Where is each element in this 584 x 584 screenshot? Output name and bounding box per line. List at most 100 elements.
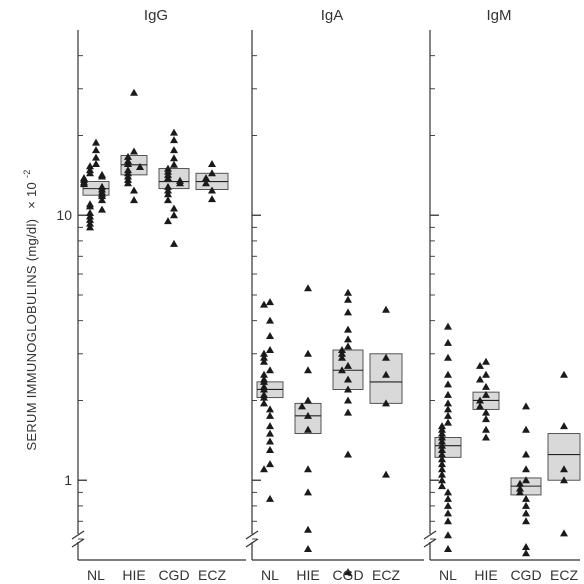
data-point	[438, 460, 446, 468]
data-point	[164, 190, 172, 198]
data-point	[266, 437, 274, 445]
data-point	[444, 517, 452, 525]
data-point	[170, 204, 178, 212]
panel-igm: IgM NL HIE CGD ECZ	[423, 7, 581, 583]
data-point	[560, 422, 568, 430]
data-point	[298, 402, 306, 410]
data-point	[382, 470, 390, 478]
data-point	[124, 160, 132, 168]
category-label: HIE	[122, 567, 145, 583]
data-point	[560, 529, 568, 537]
panel-iga: IgA NL HIE CGD ECZ	[245, 7, 424, 583]
data-point	[382, 370, 390, 378]
data-point	[344, 335, 352, 343]
data-point	[522, 465, 530, 473]
data-point	[86, 219, 94, 227]
data-point	[304, 366, 312, 374]
data-point	[86, 223, 94, 231]
data-point	[98, 192, 106, 200]
data-point	[304, 396, 312, 404]
iqr-box	[369, 353, 403, 404]
data-point	[482, 370, 490, 378]
data-point	[444, 531, 452, 539]
data-point	[516, 484, 524, 492]
data-point	[476, 375, 484, 383]
data-point	[522, 509, 530, 517]
panel-igg: 1 10 IgG NL HIE CGD ECZ	[56, 7, 246, 583]
data-point	[266, 460, 274, 468]
iqr-box	[158, 168, 190, 190]
data-point	[344, 295, 352, 303]
data-point	[344, 568, 352, 576]
data-point	[80, 180, 88, 188]
data-point	[438, 429, 446, 437]
data-point	[438, 476, 446, 484]
category-label: ECZ	[198, 567, 226, 583]
data-point	[266, 494, 274, 502]
data-point	[438, 441, 446, 449]
data-point	[92, 153, 100, 161]
y-axis-title: SERUM IMMUNOGLOBULINS (mg/dl) × 10 -2	[22, 169, 39, 450]
data-point	[444, 338, 452, 346]
category-label: CGD	[332, 567, 363, 583]
data-point	[444, 411, 452, 419]
data-point	[164, 174, 172, 182]
data-point	[438, 470, 446, 478]
data-point	[382, 399, 390, 407]
data-point	[304, 349, 312, 357]
data-point	[444, 353, 452, 361]
data-point	[522, 501, 530, 509]
data-point	[176, 179, 184, 187]
data-point	[344, 325, 352, 333]
data-point	[344, 308, 352, 316]
data-point	[260, 377, 268, 385]
group-cgd	[332, 288, 364, 576]
data-point	[208, 195, 216, 203]
data-point	[260, 300, 268, 308]
data-point	[344, 375, 352, 383]
data-point	[304, 425, 312, 433]
data-point	[86, 162, 94, 170]
category-label: HIE	[474, 567, 497, 583]
data-point	[438, 422, 446, 430]
category-label: CGD	[158, 567, 189, 583]
data-point	[482, 357, 490, 365]
data-point	[130, 196, 138, 204]
data-point	[560, 370, 568, 378]
data-point	[444, 380, 452, 388]
data-point	[482, 408, 490, 416]
data-point	[438, 437, 446, 445]
data-point	[438, 446, 446, 454]
data-point	[476, 396, 484, 404]
data-point	[344, 361, 352, 369]
data-point	[444, 405, 452, 413]
data-point	[260, 349, 268, 357]
data-point	[208, 160, 216, 168]
data-point	[444, 370, 452, 378]
axis-break-mark	[423, 530, 437, 540]
data-point	[482, 415, 490, 423]
y-tick-label: 10	[56, 207, 72, 223]
chart-panels: 1 10 IgG NL HIE CGD ECZ IgA NL HIE CGD ECZ IgM NL HIE C…	[56, 7, 581, 583]
data-point	[266, 422, 274, 430]
data-point	[136, 163, 144, 171]
axis-break-mark	[423, 538, 437, 548]
data-point	[304, 488, 312, 496]
data-point	[86, 215, 94, 223]
group-nl	[256, 298, 284, 502]
data-point	[266, 316, 274, 324]
category-label: HIE	[296, 567, 319, 583]
data-point	[86, 169, 94, 177]
panel-title: IgA	[321, 7, 344, 24]
axis-break-mark	[245, 538, 259, 548]
data-point	[92, 160, 100, 168]
data-point	[266, 366, 274, 374]
data-point	[86, 212, 94, 220]
data-point	[516, 479, 524, 487]
data-point	[202, 174, 210, 182]
category-label: ECZ	[372, 567, 400, 583]
panel-title: IgM	[486, 7, 511, 24]
category-label: ECZ	[550, 567, 578, 583]
data-point	[560, 476, 568, 484]
data-point	[98, 196, 106, 204]
